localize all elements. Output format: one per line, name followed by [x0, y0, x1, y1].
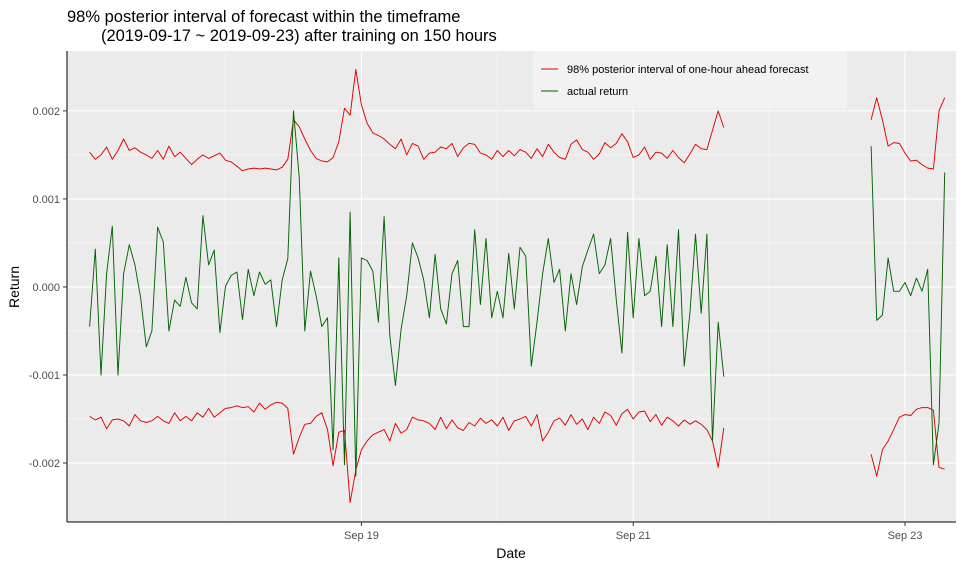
series-line-interval-upper [89, 69, 725, 172]
x-axis-title: Date [496, 545, 526, 561]
legend-label-interval: 98% posterior interval of one-hour ahead… [567, 64, 809, 76]
legend-background [533, 51, 847, 108]
series-line-actual [870, 146, 946, 466]
legend: 98% posterior interval of one-hour ahead… [533, 51, 847, 108]
y-tick-label: 0.002 [32, 106, 60, 118]
series [89, 69, 946, 504]
series-line-interval-upper [870, 97, 946, 170]
y-tick-label: 0.000 [32, 282, 60, 294]
series-line-interval-lower [870, 407, 945, 477]
legend-label-actual: actual return [567, 86, 628, 98]
series-line-actual [89, 110, 725, 477]
x-tick-label: Sep 23 [888, 530, 923, 542]
grid [67, 51, 956, 522]
y-axis-title: Return [6, 266, 22, 308]
y-tick-label: -0.001 [29, 370, 60, 382]
y-tick-label: -0.002 [29, 458, 60, 470]
ticks: 0.002 0.001 0.000 -0.001 -0.002 Sep 19 Sep 21 S… [29, 106, 923, 542]
x-tick-label: Sep 19 [344, 530, 379, 542]
chart-title-line-1: 98% posterior interval of forecast withi… [67, 8, 460, 26]
chart-title-line-2: (2019-09-17 ~ 2019-09-23) after training… [101, 27, 497, 45]
series-line-interval-lower [89, 401, 725, 504]
y-tick-label: 0.001 [32, 194, 60, 206]
x-tick-label: Sep 21 [616, 530, 651, 542]
